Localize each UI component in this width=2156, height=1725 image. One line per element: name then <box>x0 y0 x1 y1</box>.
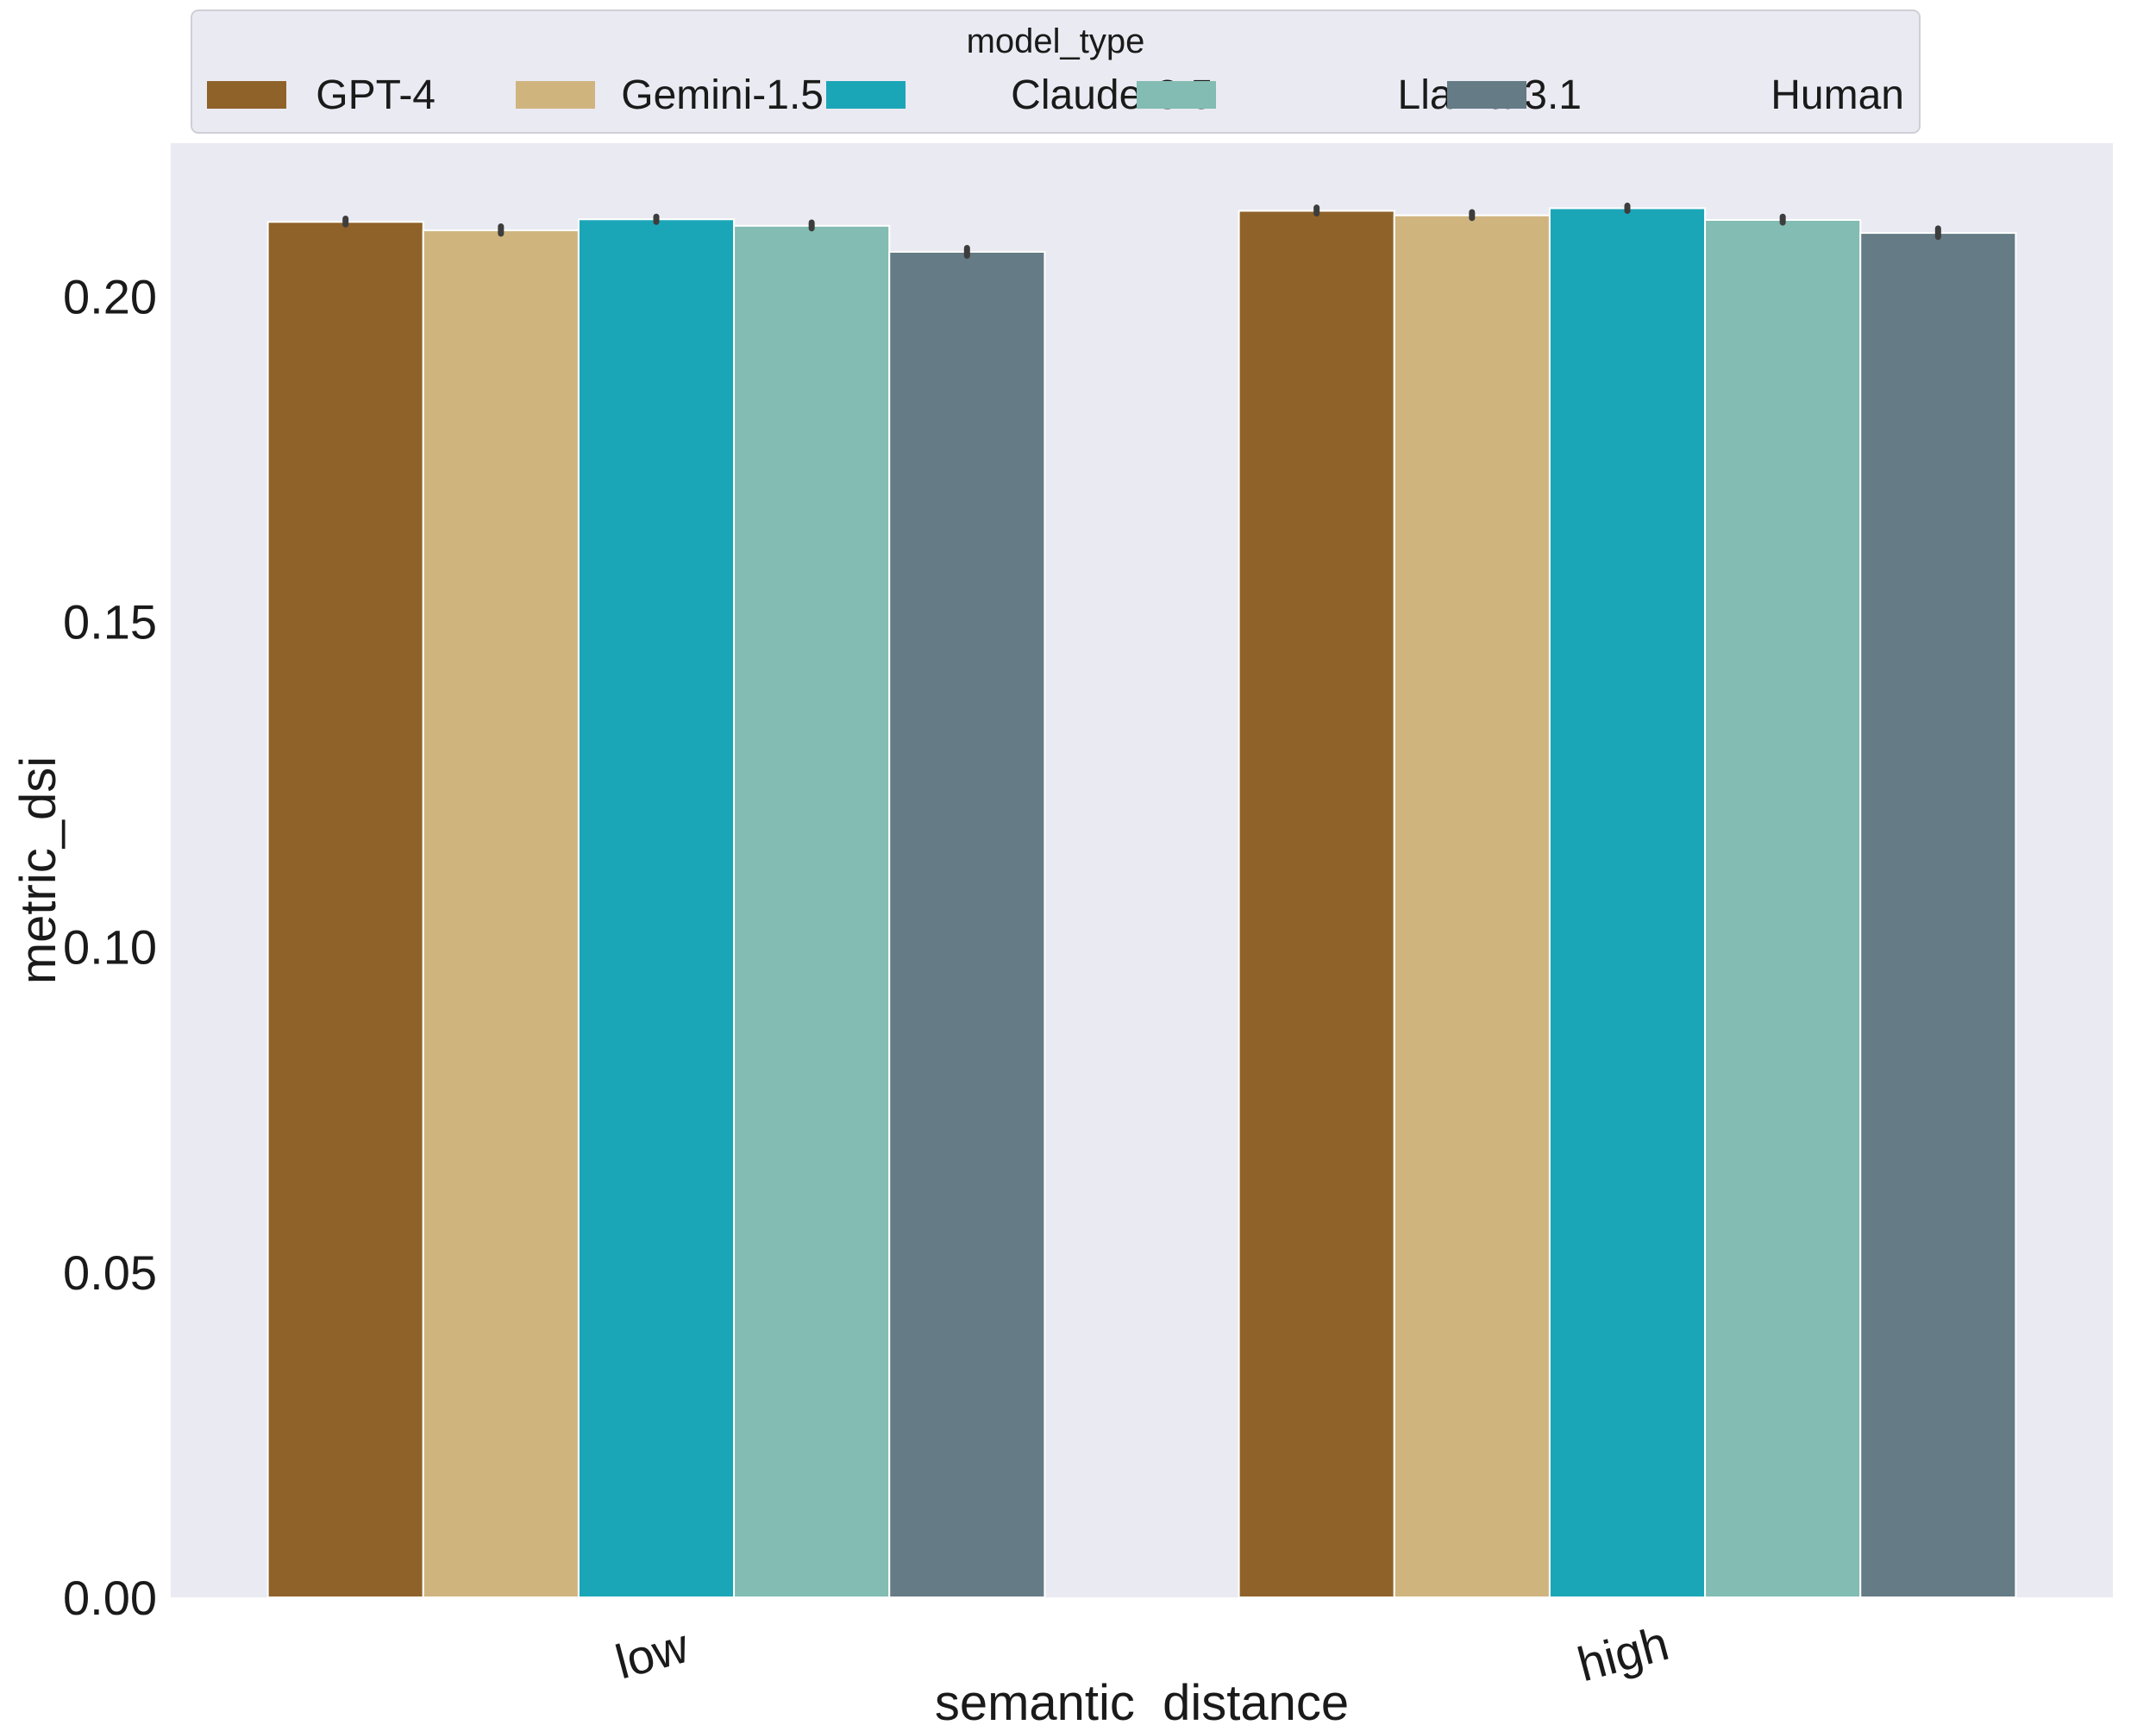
legend-swatch-claude-3-5 <box>826 81 906 109</box>
y-axis-label: metric_dsi <box>10 756 66 984</box>
legend-swatch-human <box>1447 81 1526 109</box>
bar-gpt-4-high <box>1238 210 1395 1599</box>
bars-layer <box>266 207 2017 1599</box>
y-tick-label-0-20: 0.20 <box>63 269 157 323</box>
y-tick-label-0-00: 0.00 <box>63 1571 157 1625</box>
legend-label-human: Human <box>1771 72 1904 118</box>
error-bars-layer <box>342 202 1941 259</box>
y-tick-label-0-10: 0.10 <box>63 920 157 975</box>
x-axis-label: semantic_distance <box>935 1675 1349 1725</box>
legend-item-claude-3-5: Claude-3.5 <box>826 72 1213 118</box>
legend: model_type GPT-4Gemini-1.5Claude-3.5Llam… <box>191 9 1921 134</box>
legend-title: model_type <box>967 22 1145 60</box>
bar-llama-3-1-low <box>733 224 891 1598</box>
y-axis-ticks: 0.00 0.05 0.10 0.15 0.20 <box>63 269 157 1625</box>
legend-label-gpt-4: GPT-4 <box>316 72 436 118</box>
bar-claude-3-5-high <box>1548 207 1707 1599</box>
bar-human-low <box>888 250 1046 1599</box>
bar-llama-3-1-high <box>1704 219 1862 1598</box>
bar-claude-3-5-low <box>577 218 736 1598</box>
legend-item-gemini-1-5: Gemini-1.5 <box>516 72 824 118</box>
legend-item-gpt-4: GPT-4 <box>207 72 436 118</box>
bar-human-high <box>1859 232 2017 1599</box>
legend-item-human: Human <box>1447 72 1904 118</box>
legend-swatch-gpt-4 <box>207 81 286 109</box>
bar-gemini-1-5-low <box>422 229 580 1599</box>
legend-swatch-gemini-1-5 <box>516 81 595 109</box>
y-tick-label-0-05: 0.05 <box>63 1245 157 1300</box>
y-tick-label-0-15: 0.15 <box>63 595 157 649</box>
bar-gemini-1-5-high <box>1393 214 1551 1599</box>
bar-gpt-4-low <box>266 221 424 1598</box>
legend-label-gemini-1-5: Gemini-1.5 <box>621 72 824 118</box>
legend-swatch-llama-3-1 <box>1137 81 1216 109</box>
